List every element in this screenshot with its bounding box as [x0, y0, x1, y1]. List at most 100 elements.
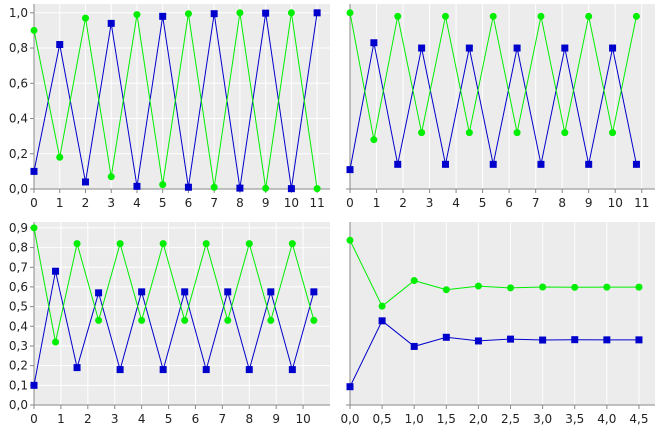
series-group: [346, 9, 640, 174]
data-point-square: [116, 366, 124, 374]
data-point-square: [378, 317, 386, 325]
data-point-square: [133, 182, 141, 190]
x-tick-label: 2: [82, 196, 90, 210]
series-group: [30, 9, 321, 193]
series-line-green: [349, 240, 639, 307]
y-tick-label: 1,0: [9, 6, 28, 20]
y-tick-label: 0,5: [9, 300, 28, 314]
data-point-square: [370, 39, 378, 47]
series-line-green: [33, 12, 318, 189]
data-point-circle: [489, 12, 497, 20]
x-tick-label: 3,0: [533, 412, 552, 426]
y-tick-label: 0,0: [9, 398, 28, 412]
data-point-circle: [56, 153, 64, 161]
x-tick-label: 0: [346, 196, 354, 210]
data-point-circle: [133, 11, 141, 19]
y-tick-label: 0,8: [9, 241, 28, 255]
data-point-circle: [210, 183, 218, 191]
data-point-circle: [465, 129, 473, 137]
data-point-square: [81, 178, 89, 186]
data-point-circle: [30, 224, 38, 232]
data-point-circle: [159, 240, 167, 248]
series-line-blue: [33, 271, 315, 386]
data-point-square: [245, 366, 253, 374]
data-point-circle: [138, 316, 146, 324]
x-tick-label: 0,5: [373, 412, 392, 426]
x-tick-label: 1,0: [405, 412, 424, 426]
x-tick-label: 8: [558, 196, 566, 210]
data-point-circle: [116, 240, 124, 248]
x-tick-label: 0: [30, 412, 38, 426]
y-tick-label: 0,3: [9, 339, 28, 353]
data-point-circle: [107, 173, 115, 181]
x-tick-label: 7: [219, 412, 227, 426]
data-point-square: [346, 383, 354, 391]
x-tick-label: 10: [608, 196, 623, 210]
data-point-square: [346, 166, 354, 174]
data-point-square: [30, 381, 38, 389]
data-point-circle: [370, 136, 378, 144]
data-point-circle: [346, 9, 354, 17]
data-point-circle: [346, 236, 354, 244]
data-point-circle: [288, 240, 296, 248]
data-point-circle: [561, 129, 569, 137]
data-point-circle: [310, 316, 318, 324]
x-tick-label: 4: [452, 196, 460, 210]
chart-panel-1: 0 1 2 3 4 5 6 7 8 9 10 11 0,0 0,2 0,4 0,6 0,8 1,0: [9, 4, 330, 210]
x-tick-label: 2: [84, 412, 92, 426]
data-point-circle: [603, 283, 611, 291]
data-point-square: [107, 19, 115, 27]
data-point-square: [56, 41, 64, 49]
x-tick-label: 4,5: [629, 412, 648, 426]
x-tick-label: 5: [479, 196, 487, 210]
data-point-circle: [394, 12, 402, 20]
series-line-green: [33, 227, 315, 343]
data-point-square: [52, 267, 60, 275]
x-tick-label: 6: [185, 196, 193, 210]
data-point-square: [394, 160, 402, 168]
data-point-square: [513, 44, 521, 52]
x-tick-label: 10: [295, 412, 310, 426]
data-point-square: [184, 183, 192, 191]
data-point-square: [635, 336, 643, 344]
y-tick-label: 0,6: [9, 280, 28, 294]
x-tick-label: 5: [159, 196, 167, 210]
data-point-circle: [635, 283, 643, 291]
data-point-square: [537, 160, 545, 168]
data-point-square: [507, 335, 515, 343]
y-tick-label: 0,6: [9, 76, 28, 90]
x-tick-label: 2: [399, 196, 407, 210]
chart-panel-4: 0,0 0,5 1,0 1,5 2,0 2,5 3,0 3,5 4,0 4,5: [340, 222, 655, 426]
data-point-circle: [539, 283, 547, 291]
data-point-square: [138, 288, 146, 296]
x-tick-label: 3,5: [565, 412, 584, 426]
data-point-square: [609, 44, 617, 52]
data-point-square: [585, 160, 593, 168]
data-point-square: [159, 366, 167, 374]
data-point-circle: [537, 12, 545, 20]
data-point-circle: [609, 129, 617, 137]
data-point-circle: [474, 282, 482, 290]
x-tick-label: 2,0: [469, 412, 488, 426]
x-tick-label: 6: [505, 196, 513, 210]
data-point-square: [181, 288, 189, 296]
data-point-square: [288, 366, 296, 374]
data-point-circle: [95, 316, 103, 324]
data-point-square: [95, 289, 103, 297]
plot-area: [34, 222, 330, 405]
data-point-square: [571, 336, 579, 344]
data-point-square: [489, 160, 497, 168]
data-point-circle: [202, 240, 210, 248]
data-point-circle: [410, 277, 418, 285]
data-point-circle: [81, 14, 89, 22]
data-point-square: [267, 288, 275, 296]
x-tick-label: 1: [56, 196, 64, 210]
chart-panel-2: 0 1 2 3 4 5 6 7 8 9 10 11: [346, 4, 655, 210]
plot-area: [350, 4, 655, 189]
y-tick-label: 0,0: [9, 182, 28, 196]
x-tick-label: 0,0: [340, 412, 359, 426]
data-point-circle: [313, 185, 321, 193]
plot-area: [350, 222, 655, 405]
y-tick-label: 0,4: [9, 112, 28, 126]
